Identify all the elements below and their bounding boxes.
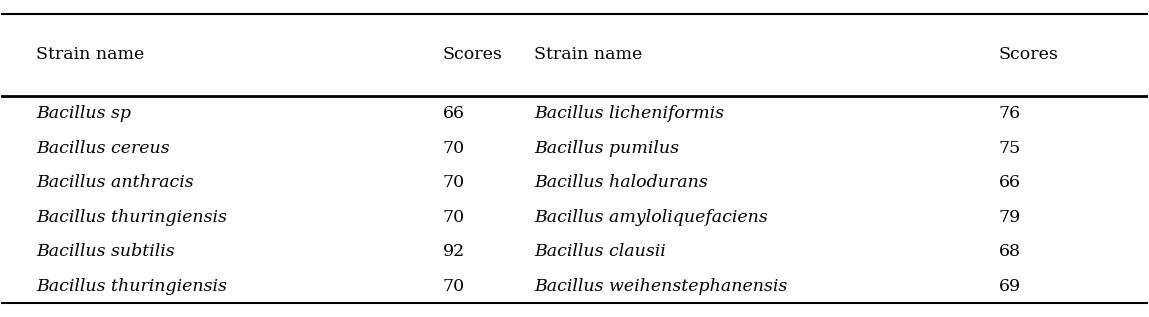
Text: Bacillus thuringiensis: Bacillus thuringiensis — [36, 278, 226, 295]
Text: 70: 70 — [442, 209, 465, 226]
Text: Bacillus halodurans: Bacillus halodurans — [534, 174, 708, 191]
Text: Bacillus clausii: Bacillus clausii — [534, 243, 666, 260]
Text: Bacillus anthracis: Bacillus anthracis — [36, 174, 193, 191]
Text: Strain name: Strain name — [36, 46, 144, 63]
Text: 70: 70 — [442, 278, 465, 295]
Text: 70: 70 — [442, 174, 465, 191]
Text: 68: 68 — [998, 243, 1020, 260]
Text: Bacillus sp: Bacillus sp — [36, 105, 131, 122]
Text: 69: 69 — [998, 278, 1020, 295]
Text: Bacillus subtilis: Bacillus subtilis — [36, 243, 175, 260]
Text: 79: 79 — [998, 209, 1020, 226]
Text: Bacillus amyloliquefaciens: Bacillus amyloliquefaciens — [534, 209, 769, 226]
Text: 66: 66 — [998, 174, 1020, 191]
Text: Strain name: Strain name — [534, 46, 642, 63]
Text: Scores: Scores — [998, 46, 1058, 63]
Text: 76: 76 — [998, 105, 1020, 122]
Text: 70: 70 — [442, 140, 465, 157]
Text: 75: 75 — [998, 140, 1020, 157]
Text: Scores: Scores — [442, 46, 502, 63]
Text: Bacillus thuringiensis: Bacillus thuringiensis — [36, 209, 226, 226]
Text: Bacillus cereus: Bacillus cereus — [36, 140, 169, 157]
Text: Bacillus pumilus: Bacillus pumilus — [534, 140, 679, 157]
Text: Bacillus weihenstephanensis: Bacillus weihenstephanensis — [534, 278, 787, 295]
Text: 92: 92 — [442, 243, 465, 260]
Text: Bacillus licheniformis: Bacillus licheniformis — [534, 105, 724, 122]
Text: 66: 66 — [442, 105, 464, 122]
